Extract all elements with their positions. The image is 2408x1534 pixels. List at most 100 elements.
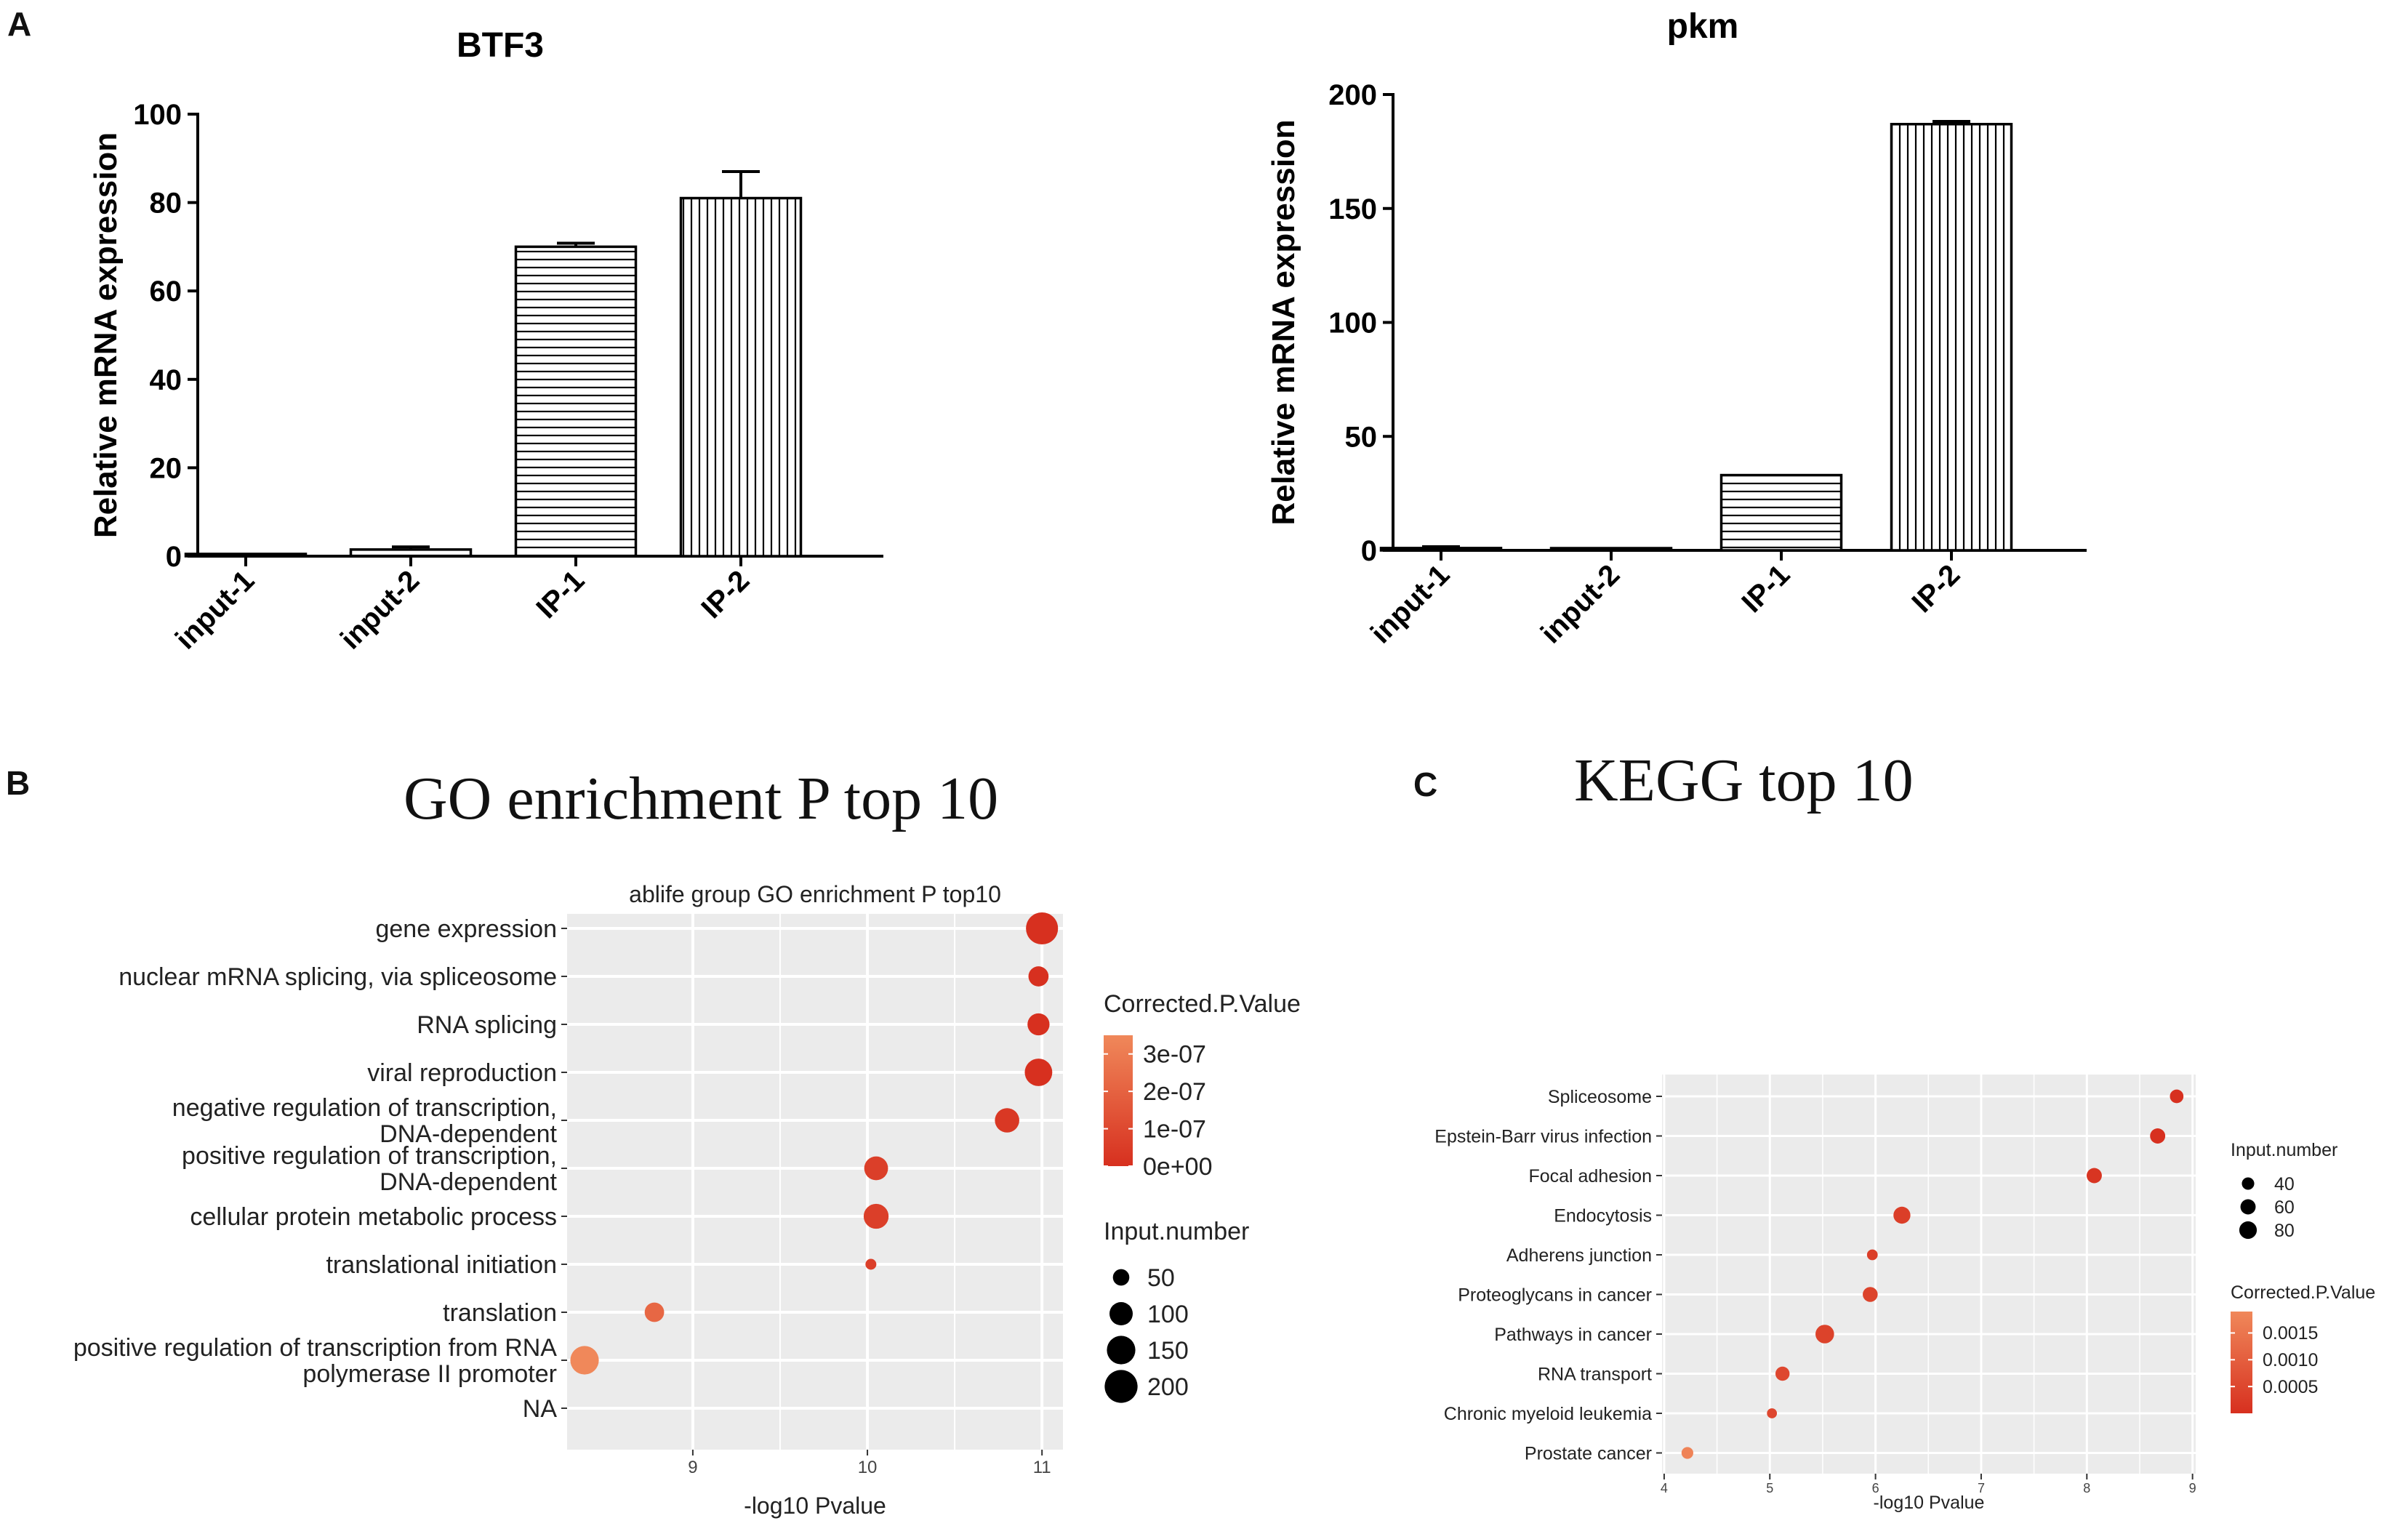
dot-nuclear mRNA splicing, via spliceosome (1028, 966, 1049, 987)
y-tick-label: 0 (1361, 535, 1377, 567)
bar-IP-1 (514, 245, 638, 558)
size-legend-dot (1107, 1336, 1136, 1365)
kegg-dot-plot: Spliceosome Epstein-Barr virus infection F… (1434, 1075, 2375, 1513)
dot-translation (644, 1302, 665, 1322)
size-legend-label: 80 (2274, 1221, 2295, 1241)
category-label: negative regulation of transcription, (172, 1094, 557, 1122)
y-tick-label: 20 (150, 452, 182, 484)
x-tick-label: 6 (1872, 1481, 1879, 1495)
btf3-bar-chart: BTF3 Relative mRNA expression 0 20 40 60 80 100… (88, 26, 883, 656)
y-tick-label: 40 (150, 364, 182, 396)
y-axis-label: Relative mRNA expression (88, 132, 124, 538)
category-label: translation (443, 1299, 557, 1327)
panel-label-a: A (7, 5, 32, 43)
category-label: viral reproduction (367, 1059, 557, 1087)
size-legend-label: 100 (1147, 1301, 1189, 1328)
x-tick-label: 5 (1766, 1481, 1773, 1495)
x-tick-label: input-1 (169, 564, 260, 655)
size-legend-label: 50 (1147, 1264, 1175, 1292)
bar-IP-2 (679, 196, 803, 558)
color-legend-label: 0e+00 (1143, 1153, 1213, 1181)
x-axis-label: -log10 Pvalue (1874, 1493, 1985, 1513)
x-tick-label: IP-1 (530, 564, 590, 625)
x-tick-label: IP-1 (1735, 558, 1796, 619)
x-tick-label: input-2 (334, 564, 425, 655)
go-panel-title: GO enrichment P top 10 (404, 765, 999, 832)
kegg-panel-title: KEGG top 10 (1574, 747, 1914, 814)
y-tick-label: 150 (1328, 193, 1377, 225)
size-legend-dot (2240, 1199, 2256, 1215)
panel-label-b: B (6, 764, 31, 802)
size-legend-dot (2242, 1177, 2255, 1190)
category-label: DNA-dependent (380, 1120, 557, 1148)
dot-gene expression (1026, 912, 1059, 945)
x-tick-label: 4 (1661, 1481, 1668, 1495)
category-label: Endocytosis (1554, 1205, 1652, 1226)
category-label: positive regulation of transcription fro… (73, 1334, 557, 1362)
category-label: Adherens junction (1506, 1245, 1652, 1266)
plot-panel (567, 914, 1063, 1450)
dot-Spliceosome (2170, 1089, 2184, 1104)
size-legend-label: 200 (1147, 1373, 1189, 1401)
x-tick-label: IP-2 (1906, 558, 1966, 619)
y-tick-label: 100 (1328, 308, 1377, 340)
color-legend-label: 2e-07 (1143, 1078, 1206, 1106)
color-legend-label: 0.0005 (2263, 1377, 2318, 1397)
bar-input-2 (1549, 547, 1673, 552)
color-legend-label: 3e-07 (1143, 1041, 1206, 1069)
pkm-bar-chart: pkm Relative mRNA expression 0 50 100 150 200 i… (1266, 7, 2087, 650)
dot-Epstein-Barr virus infection (2150, 1128, 2166, 1144)
bar-input-1 (184, 553, 308, 558)
dot-Focal adhesion (2087, 1168, 2102, 1184)
dot-translational initiation (865, 1258, 877, 1270)
x-tick-label: IP-2 (695, 564, 755, 625)
size-legend-dot (2239, 1221, 2258, 1240)
dot-Proteoglycans in cancer (1863, 1287, 1878, 1302)
x-tick-label: 9 (688, 1458, 697, 1477)
size-legend-label: 60 (2274, 1197, 2295, 1218)
category-label: Proteoglycans in cancer (1458, 1285, 1652, 1305)
size-legend-label: 150 (1147, 1337, 1189, 1365)
dot-Chronic myeloid leukemia (1767, 1408, 1778, 1418)
size-legend-dot (1104, 1370, 1138, 1403)
category-label: positive regulation of transcription, (182, 1142, 557, 1170)
x-tick-label: 8 (2083, 1481, 2090, 1495)
x-tick-label: 9 (2189, 1481, 2196, 1495)
color-legend-label: 0.0010 (2263, 1350, 2318, 1370)
dot-positive regulation of transcription, (864, 1156, 888, 1181)
color-legend-label: 1e-07 (1143, 1115, 1206, 1143)
bar-IP-1 (1719, 473, 1843, 552)
plot-subtitle: ablife group GO enrichment P top10 (629, 881, 1001, 907)
chart-title: pkm (1667, 7, 1739, 46)
dot-RNA transport (1775, 1366, 1790, 1381)
category-label: DNA-dependent (380, 1168, 557, 1196)
chart-title: BTF3 (457, 26, 544, 65)
size-legend-dot (1109, 1302, 1133, 1325)
category-label: Chronic myeloid leukemia (1444, 1404, 1652, 1424)
category-label: Pathways in cancer (1494, 1325, 1652, 1345)
dot-RNA splicing (1027, 1013, 1050, 1036)
category-label: Spliceosome (1548, 1087, 1652, 1107)
dot-Adherens junction (1866, 1249, 1878, 1261)
category-label: translational initiation (326, 1251, 557, 1279)
dot-Prostate cancer (1681, 1447, 1693, 1459)
category-label: gene expression (375, 915, 557, 943)
category-label: RNA splicing (417, 1011, 557, 1039)
y-tick-label: 60 (150, 276, 182, 308)
y-tick-label: 0 (166, 541, 182, 573)
y-axis-label: Relative mRNA expression (1266, 119, 1301, 525)
bar-input-1 (1379, 547, 1503, 552)
go-dot-plot: ablife group GO enrichment P top10 gene e… (73, 881, 1301, 1519)
category-label: Focal adhesion (1528, 1166, 1652, 1186)
x-tick-label: 7 (1978, 1481, 1985, 1495)
dot-viral reproduction (1024, 1059, 1053, 1086)
dot-Endocytosis (1893, 1206, 1911, 1224)
category-label: nuclear mRNA splicing, via spliceosome (119, 963, 557, 991)
dot-positive regulation of transcription from RNA (570, 1346, 599, 1375)
category-label: NA (523, 1395, 558, 1423)
bar-input-2 (349, 548, 473, 558)
category-label: polymerase II promoter (302, 1360, 557, 1388)
y-tick-label: 100 (133, 99, 182, 131)
color-legend-title: Corrected.P.Value (1104, 990, 1301, 1018)
dot-Pathways in cancer (1815, 1325, 1834, 1344)
